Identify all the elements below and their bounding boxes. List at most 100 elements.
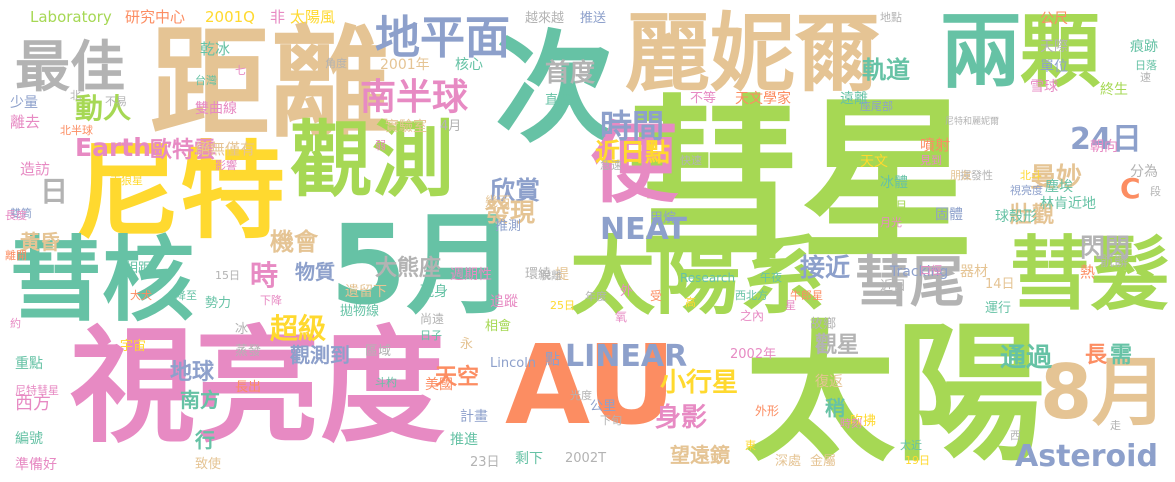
word-58: 稍 <box>825 396 845 420</box>
word-27: Earth <box>75 133 152 162</box>
word-94: 見到 <box>920 154 942 167</box>
word-72: 天際 <box>1040 39 1068 55</box>
word-161: 西北方 <box>735 289 768 302</box>
word-169: 提 <box>555 267 569 283</box>
word-138: 吹拂 <box>850 414 877 429</box>
word-114: 口徑 <box>920 264 942 277</box>
word-86: 不易 <box>105 95 127 108</box>
word-67: 越來越 <box>525 11 565 26</box>
word-145: 推進 <box>450 432 478 448</box>
word-32: 近日點 <box>595 138 671 167</box>
word-186: 北 <box>70 89 81 102</box>
word-23: LINEAR <box>565 339 688 374</box>
word-196: 尼特彗星 <box>15 384 59 397</box>
word-179: 斗杓 <box>375 376 397 389</box>
word-105: 骯髒 <box>1100 254 1128 270</box>
word-88: 北半球 <box>60 124 93 137</box>
word-29: 首度 <box>545 58 596 87</box>
word-181: 約 <box>10 317 21 330</box>
word-117: 環繞 <box>525 267 552 282</box>
word-129: 區域 <box>365 344 392 359</box>
word-49: 南方 <box>180 388 220 412</box>
word-182: 角度 <box>325 57 347 70</box>
word-35: 小行星 <box>660 368 739 398</box>
word-115: 熱 <box>1080 263 1096 281</box>
word-68: 推送 <box>580 11 607 26</box>
word-2: 距離 <box>150 15 390 154</box>
word-176: 離開 <box>5 249 27 262</box>
word-136: 復返 <box>815 374 843 390</box>
word-60: 需 <box>1110 343 1133 368</box>
word-167: 快速 <box>680 154 702 167</box>
word-71: 痕跡 <box>1130 39 1158 55</box>
word-33: 曼妙 <box>1030 163 1083 193</box>
word-21: 南半球 <box>360 77 469 118</box>
word-164: 視亮度 <box>1010 184 1043 197</box>
word-57: 西方 <box>15 393 51 414</box>
word-150: 準備好 <box>15 457 57 473</box>
word-59: 長 <box>1085 343 1108 368</box>
word-128: 蒸發 <box>235 344 262 359</box>
word-175: 長度 <box>5 209 27 222</box>
word-12: 觀測 <box>290 113 455 208</box>
word-159: 故鄉 <box>810 317 837 332</box>
word-166: 之內 <box>740 309 765 323</box>
word-189: 太近 <box>900 439 922 452</box>
word-108: 揮發性 <box>960 169 993 182</box>
word-124: 尚遠 <box>420 312 445 326</box>
word-79: 核心 <box>455 57 483 73</box>
word-183: 七 <box>235 64 246 77</box>
word-107: 天狼星 <box>110 174 143 187</box>
word-120: 追蹤 <box>490 294 518 310</box>
word-92: 影響 <box>215 159 237 172</box>
word-30: 軌道 <box>862 56 910 84</box>
word-36: 接近 <box>800 253 851 282</box>
word-17: 便 <box>590 112 679 215</box>
word-4: 視亮度 <box>70 315 445 460</box>
word-146: 剩下 <box>515 451 543 467</box>
word-81: 天文學家 <box>735 91 791 107</box>
word-77: 台灣 <box>195 74 217 87</box>
word-177: 下降 <box>260 294 282 307</box>
word-187: 大犬 <box>130 289 152 302</box>
word-137: 外形 <box>755 404 780 418</box>
word-10: 兩 <box>940 5 1023 100</box>
word-89: 實驗室 <box>385 119 427 135</box>
word-84: 雙曲線 <box>195 101 237 117</box>
word-15: 8月 <box>1040 348 1168 436</box>
word-100: 幾百 <box>485 195 512 210</box>
word-156: 相距 <box>125 261 152 276</box>
word-41: 時 <box>250 259 279 292</box>
word-195: 段 <box>1150 185 1161 198</box>
word-34: 發現 <box>485 198 536 227</box>
word-155: 運行 <box>985 301 1012 316</box>
word-37: 身影 <box>655 403 708 433</box>
word-25: 24日 <box>1070 122 1142 157</box>
word-80: 直徑 <box>545 93 572 108</box>
word-91: 絕無僅有 <box>195 140 256 158</box>
word-45: 天空 <box>435 365 480 390</box>
word-99: 推測 <box>495 219 522 234</box>
word-50: 望遠鏡 <box>670 443 730 467</box>
word-93: 噴射 <box>920 136 951 154</box>
word-111: 月光 <box>880 216 902 229</box>
word-64: 2001Q <box>205 8 255 26</box>
word-82: 遠離 <box>840 91 868 107</box>
word-43: 壯觀 <box>1010 203 1055 228</box>
word-180: 冰 <box>235 322 249 337</box>
word-0: 彗星 <box>625 81 975 284</box>
word-19: 地平面 <box>375 11 511 64</box>
word-116: 週期性 <box>450 267 492 283</box>
word-104: 球殼形 <box>995 209 1037 225</box>
word-76: 乾冰 <box>200 40 231 58</box>
word-198: 脫離 <box>540 269 562 282</box>
word-191: 西 <box>1010 429 1021 442</box>
word-178: 日子 <box>420 329 442 342</box>
word-11: 顆 <box>1020 5 1100 98</box>
word-44: 大熊座 <box>375 256 442 281</box>
word-70: 公尺 <box>1040 11 1068 27</box>
word-148: 深處 <box>775 454 802 469</box>
word-190: 19日 <box>905 454 930 467</box>
word-101: 甲烷 <box>650 211 677 226</box>
